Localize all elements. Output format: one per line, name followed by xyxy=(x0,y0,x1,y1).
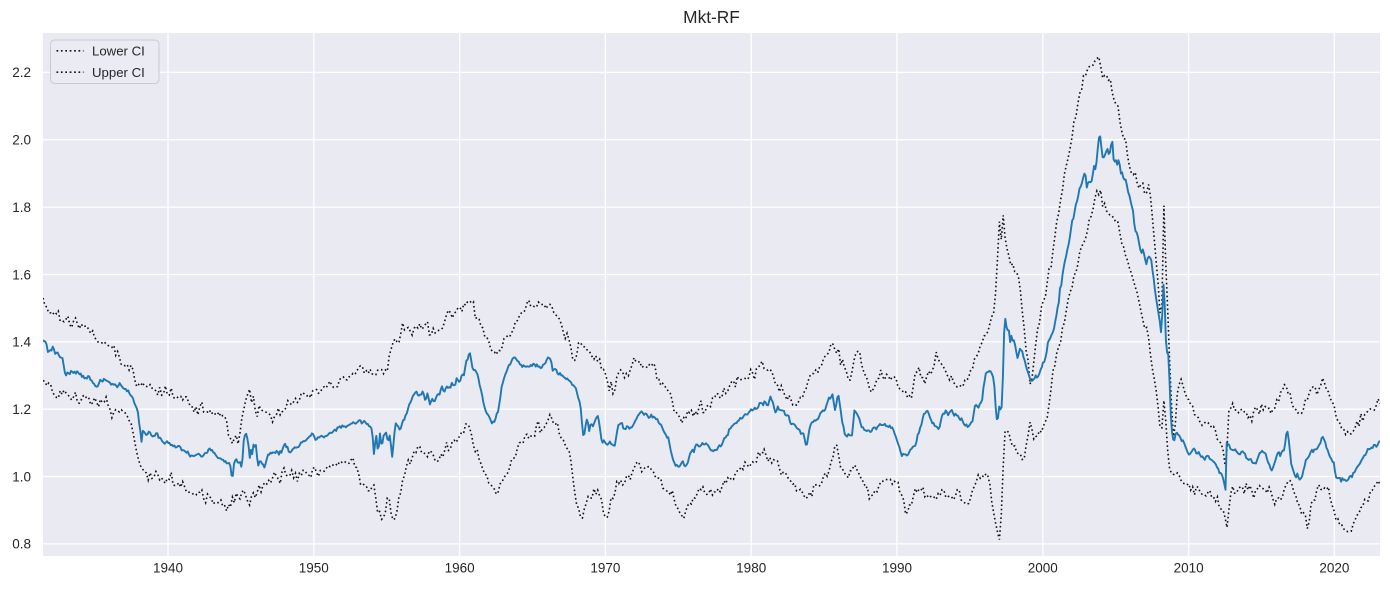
svg-text:1.4: 1.4 xyxy=(12,335,31,350)
svg-text:2020: 2020 xyxy=(1319,561,1349,576)
svg-text:1950: 1950 xyxy=(299,561,329,576)
svg-text:Mkt-RF: Mkt-RF xyxy=(683,7,740,27)
svg-text:1990: 1990 xyxy=(882,561,912,576)
svg-text:Upper CI: Upper CI xyxy=(92,65,145,80)
svg-text:0.8: 0.8 xyxy=(12,537,31,552)
svg-text:1940: 1940 xyxy=(153,561,183,576)
svg-text:2000: 2000 xyxy=(1028,561,1058,576)
svg-text:1960: 1960 xyxy=(445,561,475,576)
svg-text:1.2: 1.2 xyxy=(12,402,31,417)
svg-text:1.8: 1.8 xyxy=(12,200,31,215)
svg-text:Lower CI: Lower CI xyxy=(92,44,145,59)
svg-text:2010: 2010 xyxy=(1174,561,1204,576)
svg-text:1.0: 1.0 xyxy=(12,469,31,484)
svg-text:2.2: 2.2 xyxy=(12,65,31,80)
svg-text:2.0: 2.0 xyxy=(12,133,31,148)
svg-text:1970: 1970 xyxy=(590,561,620,576)
svg-text:1980: 1980 xyxy=(736,561,766,576)
svg-text:1.6: 1.6 xyxy=(12,267,31,282)
